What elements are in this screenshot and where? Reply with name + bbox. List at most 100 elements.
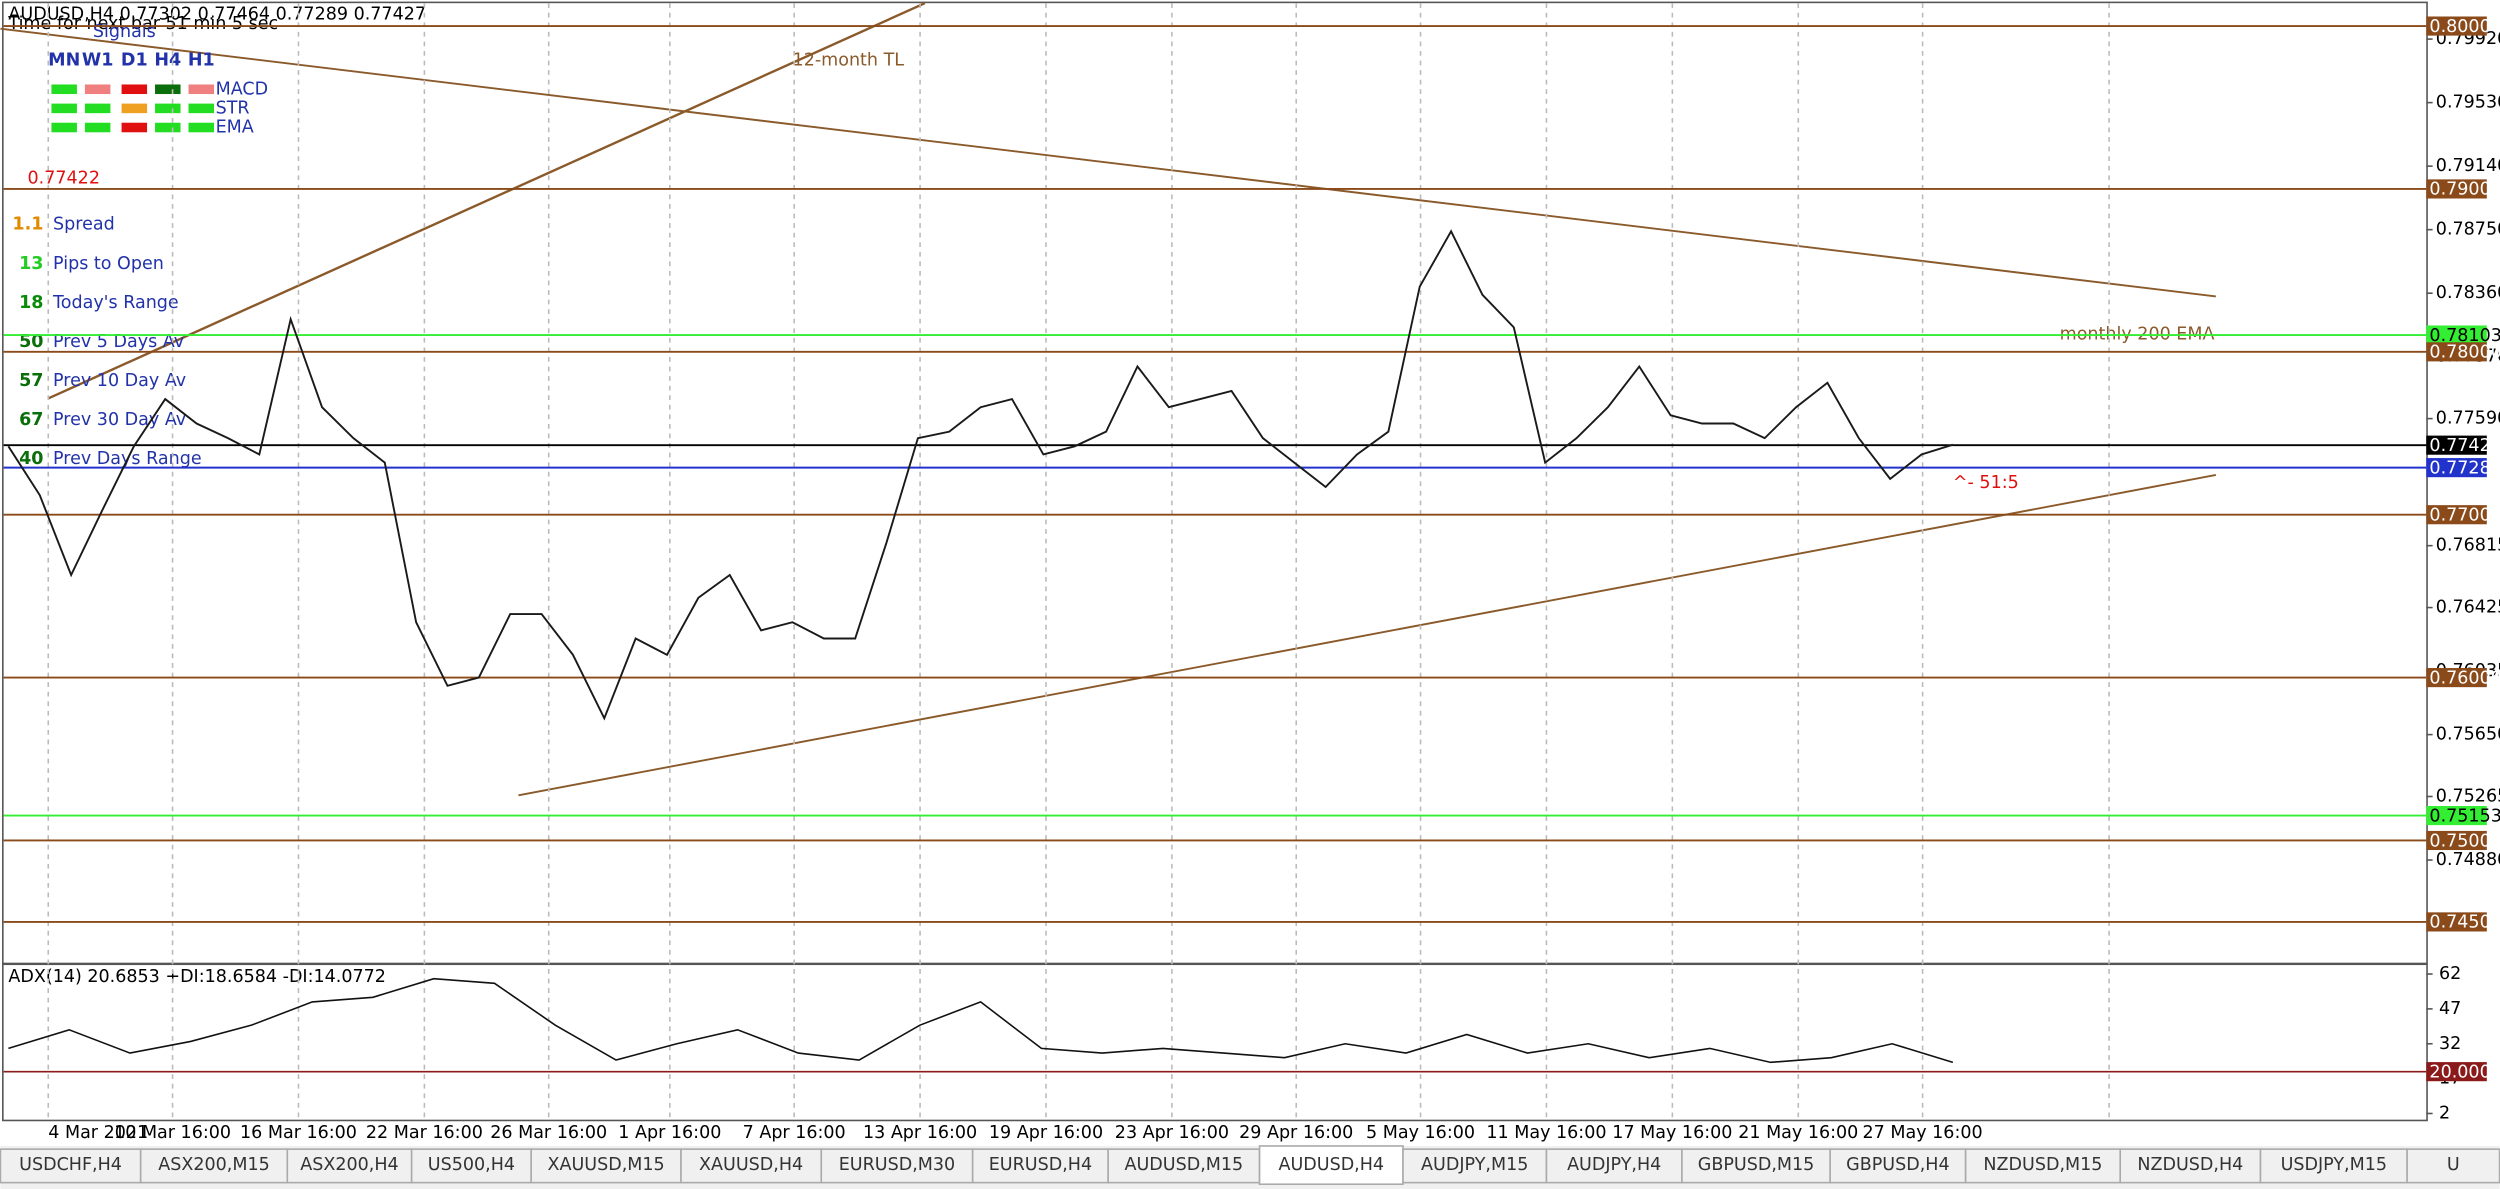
tab[interactable] [1107,1148,1261,1184]
info-value: 18 [19,293,43,313]
tab-label: NZDUSD,H4 [2137,1155,2243,1175]
level-label-box [2426,505,2487,525]
signal-label: MACD [216,79,269,99]
level-label: 0.80000 [2429,17,2500,37]
level-label: 0.78103 [2429,326,2500,346]
info-value: 50 [19,332,43,352]
x-tick-label: 16 Mar 16:00 [240,1123,357,1143]
timeframe-label: H1 [188,51,215,71]
symbol-info: AUDUSD,H4 0.77302 0.77464 0.77289 0.7742… [8,4,426,24]
x-tick-label: 1 Apr 16:00 [618,1123,721,1143]
level-label: 0.77427 [2429,436,2500,456]
info-label: Prev 5 Days Av [53,332,184,352]
tab-label: AUDUSD,M15 [1125,1155,1244,1175]
signal-label: STR [216,98,250,118]
y-tick-label: 0.75265 [2436,786,2500,806]
tab-label: AUDJPY,H4 [1567,1155,1661,1175]
level-label-box [2426,458,2487,478]
info-label: Spread [53,215,115,235]
level-label-box [2426,668,2487,688]
adx-line [8,977,1954,1064]
level-label-box [2426,1062,2487,1082]
level-label: 0.79000 [2429,180,2500,200]
signal-box [188,84,215,95]
signal-box [84,84,111,95]
tab-label: ASX200,H4 [300,1155,398,1175]
tab-label: XAUUSD,M15 [547,1155,664,1175]
signal-box [84,122,111,133]
info-value: 13 [19,254,43,274]
x-tick-label: 4 Mar 2021 [48,1123,148,1143]
tab[interactable] [2406,1148,2500,1184]
y-tick-label: 2 [2439,1103,2450,1123]
tab-label: USDCHF,H4 [19,1155,122,1175]
signal-box [84,103,111,114]
trend-line [0,27,2216,298]
level-label: 0.75153 [2429,806,2500,826]
x-tick-label: 22 Mar 16:00 [366,1123,483,1143]
level-label: 0.76000 [2429,668,2500,688]
x-tick-label: 10 Mar 16:00 [114,1123,231,1143]
price-line [7,229,1954,721]
annotation: 12-month TL [793,51,905,71]
tab[interactable] [2119,1148,2262,1184]
tab[interactable] [2259,1148,2408,1184]
x-tick-label: 29 Apr 16:00 [1239,1123,1353,1143]
tab[interactable] [1402,1148,1548,1184]
level-label: 20.0000 [2429,1062,2500,1082]
signal-box [188,103,215,114]
current-price: 0.77422 [28,169,100,189]
level-label: 0.77000 [2429,506,2500,526]
timeframe-label: D1 [121,51,148,71]
trend-line [518,474,2217,797]
timeframe-label: W1 [82,51,114,71]
adx-frame [2,963,2428,1122]
info-label: Prev 10 Day Av [53,371,186,391]
level-label-box [2426,325,2487,345]
tab-label: AUDUSD,H4 [1278,1155,1384,1175]
info-label: Prev 30 Day Av [53,410,186,430]
level-label-box [2426,912,2487,932]
signal-box [155,84,181,95]
y-tick-label: 32 [2439,1034,2461,1054]
level-label: 0.74500 [2429,913,2500,933]
level-label-box [2426,805,2487,826]
signal-box [121,122,148,133]
bar-timer: Time for next bar 51 min 5 sec [7,14,278,34]
tab-label: US500,H4 [428,1155,515,1175]
level-label-box [2426,342,2487,362]
tab[interactable] [286,1148,413,1184]
signal-label: EMA [216,118,254,138]
tab[interactable] [820,1148,974,1184]
level-label: 0.78000 [2429,343,2500,363]
tab[interactable] [0,1148,142,1184]
tab[interactable] [1681,1148,1831,1184]
tab-label: GBPUSD,M15 [1698,1155,1815,1175]
y-tick-label: 0.76425 [2436,598,2500,618]
x-tick-label: 21 May 16:00 [1738,1123,1858,1143]
adx-title: ADX(14) 20.6853 +DI:18.6584 -DI:14.0772 [8,967,386,987]
trend-line [47,2,926,400]
level-label-box [2426,179,2487,199]
level-label: 0.75000 [2429,831,2500,851]
info-label: Today's Range [52,293,179,313]
tab[interactable] [530,1148,682,1184]
info-value: 40 [19,449,43,469]
x-tick-label: 27 May 16:00 [1863,1123,1983,1143]
tab[interactable] [1829,1148,1967,1184]
x-tick-label: 19 Apr 16:00 [989,1123,1103,1143]
y-tick-label: 0.76815 [2436,536,2500,556]
tab-label: U [2447,1155,2460,1175]
level-label-box [2426,830,2487,851]
signal-box [155,103,181,114]
info-value: 1.1 [12,215,43,235]
tab-label: EURUSD,H4 [989,1155,1092,1175]
signal-box [51,103,77,114]
signals-title: Signals [93,22,156,42]
